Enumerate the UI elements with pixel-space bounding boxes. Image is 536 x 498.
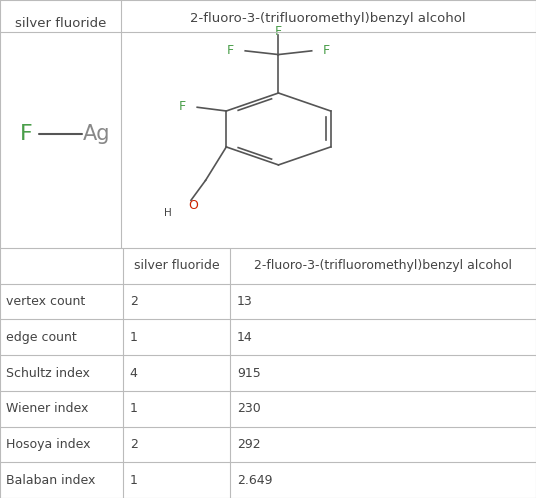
Text: 2: 2 — [130, 438, 138, 451]
Text: Wiener index: Wiener index — [6, 402, 89, 415]
Text: F: F — [179, 100, 186, 113]
Text: silver fluoride: silver fluoride — [134, 259, 220, 272]
Text: 1: 1 — [130, 474, 138, 487]
Text: 230: 230 — [237, 402, 260, 415]
Text: F: F — [323, 44, 330, 57]
Text: H: H — [164, 208, 172, 218]
Text: 2-fluoro-3-(trifluoromethyl)benzyl alcohol: 2-fluoro-3-(trifluoromethyl)benzyl alcoh… — [190, 12, 466, 25]
Text: edge count: edge count — [6, 331, 77, 344]
Text: 13: 13 — [237, 295, 252, 308]
Text: 292: 292 — [237, 438, 260, 451]
Text: 1: 1 — [130, 331, 138, 344]
Text: Balaban index: Balaban index — [6, 474, 96, 487]
Text: 2-fluoro-3-(trifluoromethyl)benzyl alcohol: 2-fluoro-3-(trifluoromethyl)benzyl alcoh… — [254, 259, 512, 272]
Text: F: F — [20, 124, 33, 144]
Text: 915: 915 — [237, 367, 260, 379]
Text: 2.649: 2.649 — [237, 474, 272, 487]
Text: F: F — [275, 24, 282, 37]
Text: 4: 4 — [130, 367, 138, 379]
Text: Hosoya index: Hosoya index — [6, 438, 91, 451]
Text: Ag: Ag — [83, 124, 110, 144]
Text: 1: 1 — [130, 402, 138, 415]
Text: F: F — [227, 44, 234, 57]
Text: 14: 14 — [237, 331, 252, 344]
Text: Schultz index: Schultz index — [6, 367, 90, 379]
Text: silver fluoride: silver fluoride — [14, 17, 106, 30]
Text: O: O — [188, 199, 198, 212]
Text: 2: 2 — [130, 295, 138, 308]
Text: vertex count: vertex count — [6, 295, 86, 308]
